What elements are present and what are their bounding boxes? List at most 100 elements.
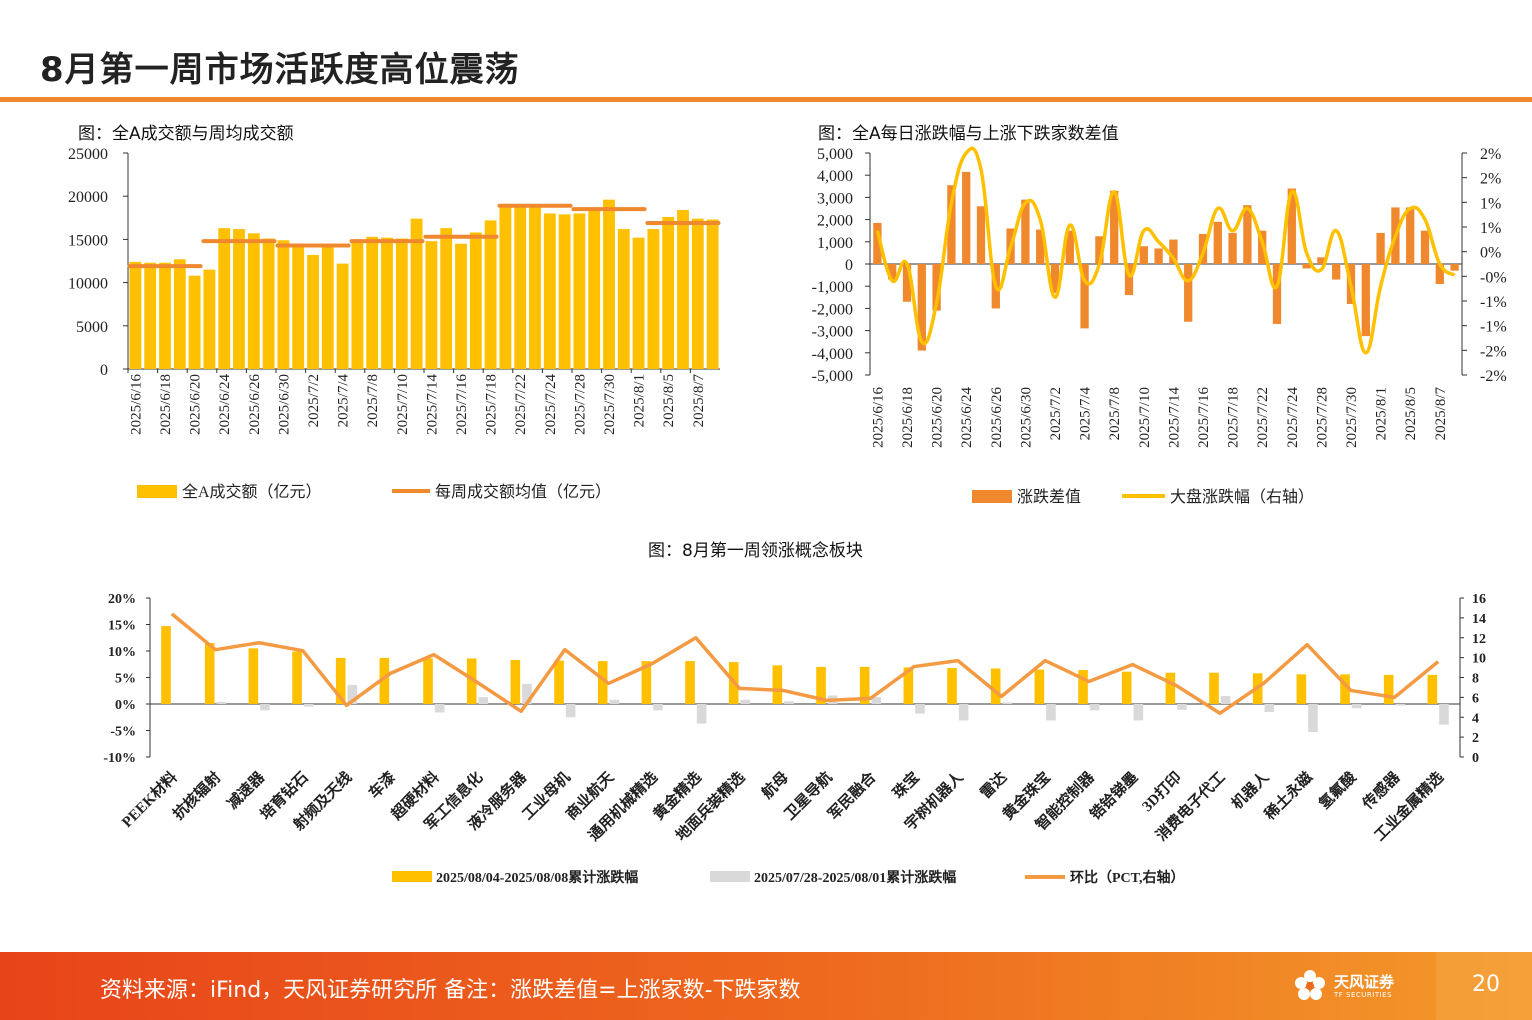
ad-xtick-label: 2025/6/30 [1018,387,1034,448]
concept-legend-swatch-current [392,871,432,882]
turnover-bar [173,259,186,369]
concept-bar-previous [1220,696,1231,704]
turnover-xtick-label: 2025/7/28 [572,374,588,435]
logo-name: 天风证券 [1334,973,1395,991]
concept-left-tick-label: 20% [108,592,136,607]
ad-left-tick-label: 5,000 [817,146,853,163]
concept-bar-current [466,658,477,704]
turnover-bar [691,218,704,369]
concept-bar-previous [1177,704,1187,710]
concept-bar-previous [1133,704,1144,721]
ad-diff-bar [902,264,912,302]
turnover-xtick-label: 2025/7/10 [395,374,411,435]
ad-xtick-label: 2025/7/4 [1078,387,1094,441]
concept-bar-current [990,668,1001,704]
turnover-bar [469,232,482,369]
concept-bar-previous [1351,704,1362,709]
concept-left-tick-label: -5% [110,725,136,740]
concept-legend-label-line: 环比（PCT,右轴） [1070,869,1184,886]
ad-diff-bar [1184,264,1193,322]
concept-bar-current [248,648,259,704]
concept-bar-current [292,651,302,704]
turnover-ytick-label: 15000 [68,232,108,249]
ad-diff-bar [1021,199,1030,264]
turnover-bar [188,275,201,369]
ad-diff-bar [1110,190,1119,264]
ad-legend-label-line: 大盘涨跌幅（右轴） [1170,487,1314,506]
turnover-bar [573,213,586,369]
turnover-bar [514,204,527,369]
ad-diff-bar [1302,264,1311,269]
concept-bar-current [641,661,652,704]
concept-xtick-label: 传感器 [1358,767,1404,813]
concept-left-tick-label: 5% [115,672,136,687]
turnover-xtick-label: 2025/6/16 [128,374,144,435]
concept-xtick-label: 氢氟酸 [1315,767,1360,812]
concept-bar-current [947,667,957,704]
concept-right-tick-label: 10 [1472,652,1486,667]
turnover-bar [588,208,601,369]
ad-legend-label-bar: 涨跌差值 [1017,488,1081,506]
ad-diff-bar [917,264,926,351]
turnover-xtick-label: 2025/8/5 [661,374,677,427]
concept-xtick-label: 航母 [758,768,792,802]
concept-bar-current [379,657,390,704]
concept-bar-previous [1439,704,1449,725]
concept-bar-current [772,665,783,704]
concept-xtick-label: 车漆 [365,768,399,802]
company-logo: 天风证券 TF SECURITIES [1292,966,1422,1008]
ad-right-tick-label: 2% [1480,171,1501,188]
ad-xtick-label: 2025/7/24 [1285,387,1301,448]
concept-xtick-label: 珠宝 [889,768,923,802]
ad-diff-bar [1420,230,1430,264]
concept-bar-current [1034,669,1045,704]
ad-xtick-label: 2025/7/16 [1196,387,1212,448]
concept-bar-current [1383,674,1394,704]
ad-diff-bar [1332,264,1341,280]
ad-right-tick-label: -2% [1480,368,1507,385]
ad-left-tick-label: 4,000 [817,168,853,185]
concept-bar-previous [565,704,576,718]
turnover-bar [395,238,408,369]
ad-diff-bar [976,206,986,264]
concept-bar-current [423,658,433,704]
ad-xtick-label: 2025/6/24 [959,387,975,448]
turnover-xtick-label: 2025/7/4 [336,374,352,428]
concept-right-tick-label: 0 [1472,751,1479,766]
ad-diff-bar [1406,207,1415,264]
concept-right-tick-label: 8 [1472,672,1479,687]
turnover-bar [262,238,275,369]
ad-left-tick-label: 0 [845,257,853,274]
ad-left-tick-label: 2,000 [817,213,853,230]
turnover-bar [336,263,349,369]
turnover-ytick-label: 0 [100,362,108,379]
ad-diff-bar [962,171,971,264]
turnover-xtick-label: 2025/6/20 [188,374,204,435]
turnover-xtick-label: 2025/8/1 [632,374,648,427]
concept-bar-previous [871,697,882,704]
concept-bar-previous [1264,704,1275,712]
ad-diff-bar [932,264,941,311]
ad-xtick-label: 2025/7/22 [1255,387,1271,448]
ad-left-tick-label: 1,000 [817,235,853,252]
turnover-bar [603,199,615,369]
ad-xtick-label: 2025/8/7 [1433,387,1449,441]
concept-right-tick-label: 6 [1472,691,1479,706]
ad-right-tick-label: -1% [1480,294,1507,311]
concept-xtick-label: PEEK材料 [118,768,181,831]
ad-diff-bar [1124,264,1134,296]
concept-left-tick-label: 0% [115,698,136,713]
ad-right-tick-label: -1% [1480,319,1507,336]
concept-bar-previous [216,701,227,704]
concept-bar-current [685,661,695,704]
concept-bar-current [1296,674,1307,704]
turnover-xtick-label: 2025/8/7 [691,374,707,428]
page-title: 8月第一周市场活跃度高位震荡 [40,50,520,90]
ad-left-tick-label: -3,000 [812,324,853,341]
concept-bar-current [1427,674,1438,704]
ad-right-tick-label: 0% [1480,245,1501,262]
concept-xtick-label: 抗核辐射 [169,768,224,823]
ad-diff-bar [1435,264,1444,284]
ad-diff-bar [1213,221,1222,264]
turnover-xtick-label: 2025/7/8 [365,374,381,427]
